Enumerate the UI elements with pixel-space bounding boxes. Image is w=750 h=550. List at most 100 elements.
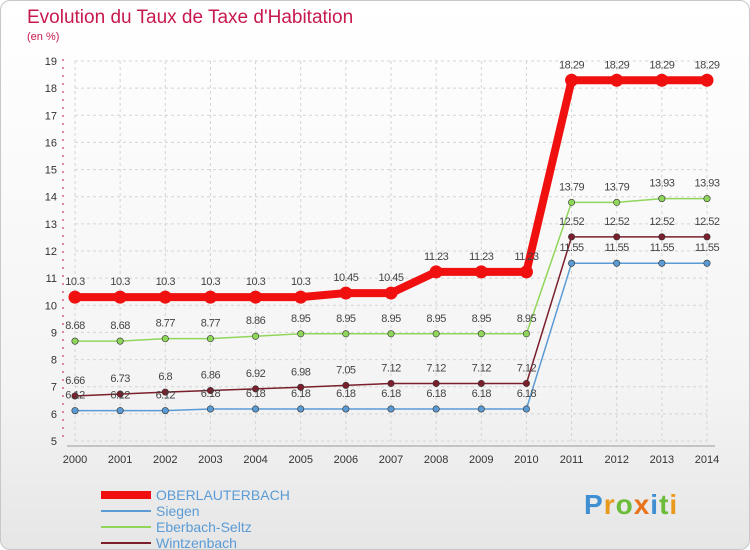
data-label: 11.23	[424, 251, 449, 263]
x-tick-label: 2009	[469, 454, 493, 466]
data-label: 8.95	[336, 313, 356, 325]
data-point	[294, 290, 308, 304]
data-point	[116, 390, 124, 398]
data-point	[522, 405, 530, 413]
data-point	[568, 233, 576, 241]
data-point	[613, 233, 621, 241]
data-point	[477, 330, 485, 338]
data-label: 12.52	[694, 216, 719, 228]
data-label: 8.95	[517, 313, 537, 325]
x-tick-label: 2010	[514, 454, 538, 466]
data-point	[387, 379, 395, 387]
legend-item-siegen[interactable]: Siegen	[101, 503, 321, 519]
data-point	[71, 337, 79, 345]
data-point	[613, 259, 621, 267]
x-tick-label: 2006	[334, 454, 358, 466]
data-point	[387, 405, 395, 413]
data-point	[252, 405, 260, 413]
x-tick-label: 2008	[424, 454, 448, 466]
data-label: 6.92	[246, 368, 266, 380]
data-label: 12.52	[559, 216, 584, 228]
x-tick-label: 2014	[695, 454, 719, 466]
data-point	[703, 259, 711, 267]
data-label: 8.86	[246, 315, 266, 327]
y-tick-label: 9	[51, 327, 57, 339]
data-label: 7.12	[381, 362, 401, 374]
data-point	[522, 330, 530, 338]
data-label: 18.29	[559, 59, 584, 71]
data-label: 6.18	[201, 388, 221, 400]
x-tick-label: 2007	[379, 454, 403, 466]
data-label: 11.55	[559, 242, 584, 254]
y-tick-label: 13	[45, 219, 57, 231]
data-label: 6.18	[336, 388, 356, 400]
data-label: 18.29	[649, 59, 674, 71]
data-label: 8.68	[65, 320, 85, 332]
data-label: 6.18	[291, 388, 311, 400]
data-point	[477, 405, 485, 413]
data-label: 10.3	[246, 276, 266, 288]
legend-swatch	[101, 526, 151, 528]
data-point	[658, 195, 666, 203]
data-point	[206, 387, 214, 395]
data-label: 10.3	[65, 276, 85, 288]
data-point	[429, 265, 443, 279]
y-tick-label: 16	[45, 137, 57, 149]
data-label: 18.29	[694, 59, 719, 71]
data-label: 10.3	[291, 276, 311, 288]
data-label: 12.52	[649, 216, 674, 228]
data-point	[206, 405, 214, 413]
data-label: 7.05	[336, 364, 356, 376]
data-point	[432, 330, 440, 338]
data-point	[610, 73, 624, 87]
data-point	[384, 286, 398, 300]
data-label: 13.79	[604, 181, 629, 193]
legend-swatch	[101, 542, 151, 544]
data-label: 6.8	[158, 371, 172, 383]
data-point	[432, 379, 440, 387]
data-point	[161, 407, 169, 415]
data-label: 6.18	[246, 388, 266, 400]
data-label: 6.18	[426, 388, 446, 400]
data-point	[477, 379, 485, 387]
data-point	[613, 198, 621, 206]
data-point	[161, 388, 169, 396]
data-label: 6.18	[472, 388, 492, 400]
data-label: 7.12	[517, 362, 537, 374]
data-label: 8.95	[381, 313, 401, 325]
data-label: 10.45	[333, 272, 358, 284]
data-point	[252, 385, 260, 393]
data-label: 6.12	[110, 390, 130, 402]
data-point	[474, 265, 488, 279]
data-label: 8.95	[472, 313, 492, 325]
data-label: 11.23	[514, 251, 539, 263]
data-point	[249, 290, 263, 304]
data-label: 11.55	[695, 242, 720, 254]
data-point	[342, 405, 350, 413]
data-point	[297, 383, 305, 391]
data-point	[161, 335, 169, 343]
data-label: 7.12	[426, 362, 446, 374]
data-point	[297, 330, 305, 338]
data-label: 6.98	[291, 366, 311, 378]
data-label: 13.79	[559, 181, 584, 193]
data-point	[116, 407, 124, 415]
data-label: 6.18	[381, 388, 401, 400]
y-tick-label: 7	[51, 382, 57, 394]
data-label: 6.73	[110, 373, 130, 385]
legend-label: Siegen	[156, 503, 200, 519]
legend-item-eberbach-seltz[interactable]: Eberbach-Seltz	[101, 519, 321, 535]
data-point	[658, 259, 666, 267]
data-label: 10.45	[378, 272, 403, 284]
data-point	[700, 73, 714, 87]
data-point	[116, 337, 124, 345]
data-label: 11.23	[469, 251, 494, 263]
legend-item-oberlauterbach[interactable]: OBERLAUTERBACH	[101, 487, 321, 503]
chart-title: Evolution du Taux de Taxe d'Habitation	[27, 7, 354, 28]
data-point	[342, 381, 350, 389]
data-point	[113, 290, 127, 304]
legend-item-wintzenbach[interactable]: Wintzenbach	[101, 535, 321, 549]
y-tick-label: 5	[51, 436, 57, 448]
legend: OBERLAUTERBACH Siegen Eberbach-Seltz Win…	[101, 487, 321, 549]
y-tick-label: 19	[45, 56, 57, 68]
